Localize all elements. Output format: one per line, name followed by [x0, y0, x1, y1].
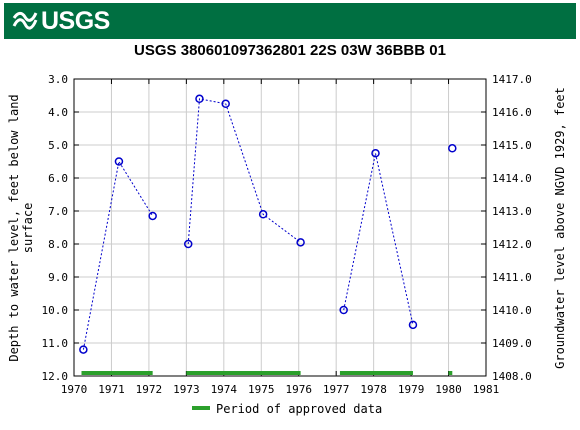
y-right-tick-label: 1410.0: [492, 304, 532, 317]
usgs-logo[interactable]: USGS: [12, 5, 110, 37]
legend-label: Period of approved data: [216, 402, 382, 416]
series-line: [343, 153, 414, 326]
y-left-tick-label: 10.0: [42, 304, 69, 317]
y-right-tick-label: 1415.0: [492, 139, 532, 152]
y-right-tick-label: 1414.0: [492, 172, 532, 185]
data-point: [408, 320, 418, 330]
y-left-tick-label: 9.0: [48, 271, 68, 284]
approved-period-bar: [186, 371, 301, 375]
y-left-tick-label: 6.0: [48, 172, 68, 185]
y-left-tick-label: 4.0: [48, 106, 68, 119]
plot-area: [73, 78, 487, 377]
x-axis: 1970 1971 1972 1973 1974 1975 1976 1977 1978 1979…: [61, 79, 500, 396]
grid-lines: [74, 79, 486, 376]
y-right-tick-label: 1411.0: [492, 271, 532, 284]
x-tick-label: 1976: [285, 383, 312, 396]
approved-period-bar: [448, 371, 453, 375]
y-right-tick-label: 1413.0: [492, 205, 532, 218]
data-point: [258, 210, 268, 219]
y-axis-left-label: Depth to water level, feet below landsur…: [7, 94, 35, 361]
x-tick-label: 1971: [98, 383, 125, 396]
y-axis-right-label: Groundwater level above NGVD 1929, feet: [553, 87, 567, 369]
data-point: [79, 345, 88, 354]
x-tick-label: 1970: [61, 383, 88, 396]
data-point: [195, 94, 204, 104]
x-tick-label: 1973: [173, 383, 200, 396]
y-axis-left-label-line: surface: [21, 203, 35, 254]
chart-title: USGS 380601097362801 22S 03W 36BBB 01: [134, 42, 446, 59]
legend-swatch: [192, 406, 210, 410]
approved-period-bar: [339, 371, 413, 375]
y-right-tick-label: 1408.0: [492, 370, 532, 383]
y-right-tick-label: 1416.0: [492, 106, 532, 119]
x-tick-label: 1977: [323, 383, 350, 396]
y-left-tick-label: 12.0: [42, 370, 69, 383]
usgs-banner: USGS: [4, 3, 576, 39]
y-right-tick-label: 1417.0: [492, 73, 532, 86]
y-left-tick-label: 7.0: [48, 205, 68, 218]
series-line: [187, 98, 301, 245]
y-axis-left-label-line: Depth to water level, feet below land: [7, 94, 21, 361]
data-point: [371, 149, 380, 158]
data-point: [296, 238, 305, 247]
y-left-tick-label: 5.0: [48, 139, 68, 152]
x-tick-label: 1981: [473, 383, 500, 396]
y-left-tick-label: 11.0: [42, 337, 69, 350]
data-point: [148, 211, 157, 221]
y-left-tick-label: 8.0: [48, 238, 68, 251]
y-axis-left: 3.0 4.0 5.0 6.0 7.0 8.0 9.0 10.0 11.0 12.0: [42, 73, 79, 383]
usgs-wave-icon: [12, 11, 38, 30]
y-right-tick-label: 1412.0: [492, 238, 532, 251]
x-tick-label: 1972: [136, 383, 163, 396]
x-tick-label: 1974: [211, 383, 238, 396]
data-point: [221, 99, 230, 108]
x-tick-label: 1979: [398, 383, 425, 396]
usgs-logo-text: USGS: [41, 6, 110, 35]
data-point: [114, 157, 124, 166]
data-point: [339, 305, 348, 315]
x-tick-label: 1975: [248, 383, 275, 396]
y-axis-right: 1417.0 1416.0 1415.0 1414.0 1413.0 1412.0 1411…: [481, 73, 532, 383]
y-left-tick-label: 3.0: [48, 73, 68, 86]
approved-periods: [81, 371, 453, 375]
data-point: [183, 239, 193, 249]
x-tick-label: 1980: [435, 383, 462, 396]
series-points: [79, 94, 457, 354]
y-right-tick-label: 1409.0: [492, 337, 532, 350]
legend: Period of approved data: [192, 402, 382, 416]
series-lines: [82, 98, 414, 350]
x-tick-label: 1978: [360, 383, 387, 396]
data-point: [448, 144, 457, 153]
approved-period-bar: [81, 371, 153, 375]
